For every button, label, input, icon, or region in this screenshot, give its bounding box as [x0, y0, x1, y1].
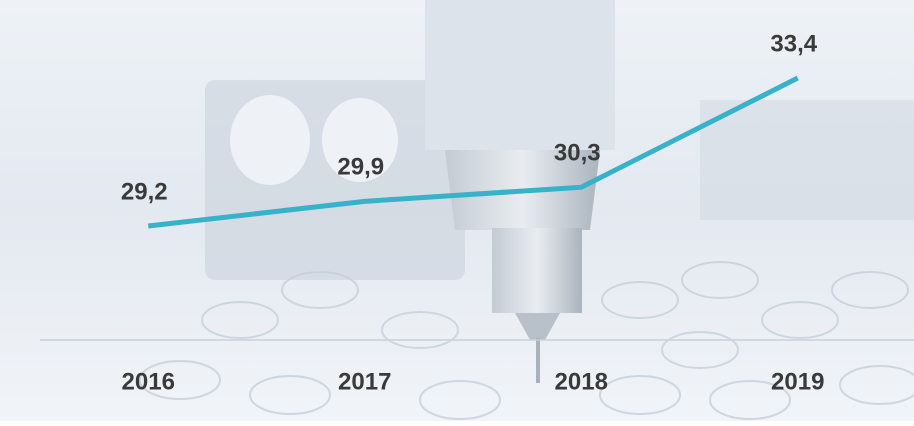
data-label: 33,4: [770, 30, 817, 57]
data-label: 29,2: [121, 178, 168, 205]
chart: 2016 2017 2018 2019 29,2 29,9 30,3 33,4: [0, 0, 914, 421]
data-label: 29,9: [337, 154, 384, 181]
background-photo: [0, 0, 914, 421]
x-tick-label: 2016: [122, 368, 175, 395]
x-tick-label: 2017: [338, 368, 391, 395]
x-tick-label: 2018: [555, 368, 608, 395]
x-tick-label: 2019: [771, 368, 824, 395]
data-label: 30,3: [554, 140, 601, 167]
